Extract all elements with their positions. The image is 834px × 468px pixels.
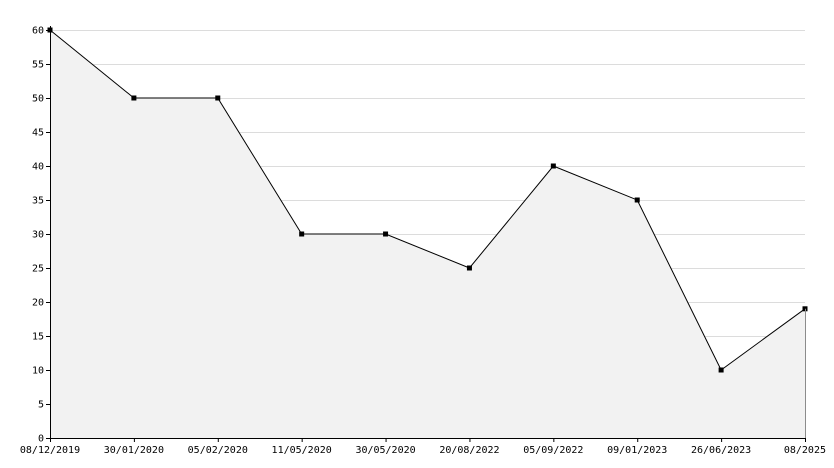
y-tick-label: 45 — [32, 128, 44, 139]
y-tick-labels: 0 5 10 15 20 25 30 35 40 45 50 55 60 — [32, 26, 50, 445]
data-point-1 — [131, 95, 137, 101]
data-point-3 — [299, 231, 305, 237]
y-tick-label: 10 — [32, 366, 44, 377]
data-point-5 — [466, 265, 472, 271]
y-tick-label: 30 — [32, 230, 44, 241]
x-tick-label: 08/12/2019 — [20, 445, 80, 456]
x-tick-label: 30/01/2020 — [104, 445, 164, 456]
data-point-2 — [215, 95, 221, 101]
x-tick-label: 20/08/2022 — [439, 445, 499, 456]
data-point-7 — [634, 197, 640, 203]
x-tick-labels: 08/12/2019 30/01/2020 05/02/2020 11/05/2020… — [20, 438, 826, 456]
area-fill — [50, 30, 805, 438]
y-tick-label: 50 — [32, 94, 44, 105]
y-tick-label: 15 — [32, 332, 44, 343]
x-tick-label: 30/05/2020 — [355, 445, 415, 456]
x-tick-label: 05/09/2022 — [523, 445, 583, 456]
y-tick-label: 40 — [32, 162, 44, 173]
x-tick-label: 09/01/2023 — [607, 445, 667, 456]
y-tick-label: 60 — [32, 26, 44, 37]
series-line — [49, 29, 806, 371]
y-tick-label: 20 — [32, 298, 44, 309]
y-tick-label: 5 — [38, 400, 44, 411]
x-tick-label: 11/05/2020 — [272, 445, 332, 456]
data-point-8 — [718, 367, 724, 373]
x-tick-label: 08/2025 — [784, 445, 826, 456]
y-tick-label: 55 — [32, 60, 44, 71]
y-tick-label: 35 — [32, 196, 44, 207]
y-tick-label: 0 — [38, 434, 44, 445]
x-tick-label: 26/06/2023 — [691, 445, 751, 456]
data-point-6 — [550, 163, 556, 169]
data-point-4 — [383, 231, 389, 237]
y-tick-label: 25 — [32, 264, 44, 275]
x-tick-label: 05/02/2020 — [188, 445, 248, 456]
